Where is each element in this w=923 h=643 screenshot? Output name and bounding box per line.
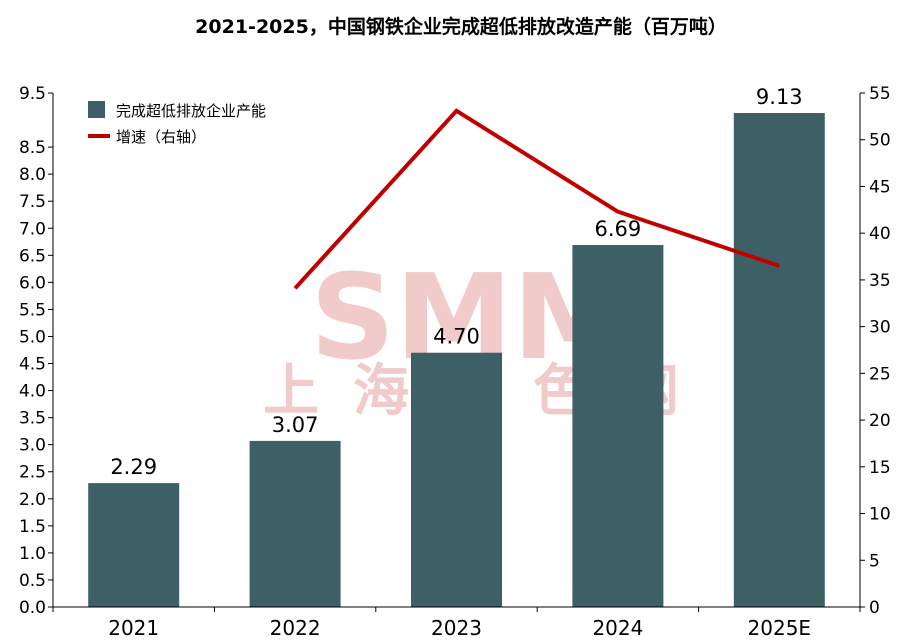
- x-tick-label-2025E: 2025E: [748, 616, 812, 640]
- left-tick-label: 3.5: [19, 409, 46, 429]
- left-tick-label: 5.5: [19, 300, 46, 320]
- right-tick-label: 5: [869, 551, 880, 571]
- left-tick-label: 8.0: [19, 165, 46, 185]
- legend-bar-swatch: [88, 101, 105, 118]
- right-tick-label: 30: [869, 318, 891, 338]
- x-tick-label-2023: 2023: [431, 616, 482, 640]
- left-tick-label: 8.5: [19, 138, 46, 158]
- bar-data-label-2023: 4.70: [433, 325, 480, 349]
- left-tick-label: 4.5: [19, 355, 46, 375]
- x-tick-label-2022: 2022: [270, 616, 321, 640]
- left-tick-label: 1.0: [19, 544, 46, 564]
- bar-series: [88, 113, 825, 608]
- left-tick-label: 6.0: [19, 273, 46, 293]
- right-tick-label: 20: [869, 411, 891, 431]
- left-tick-label: 0.0: [19, 598, 46, 618]
- left-tick-label: 9.5: [19, 84, 46, 104]
- x-tick-label-2021: 2021: [108, 616, 159, 640]
- left-tick-label: 1.5: [19, 517, 46, 537]
- left-tick-label: 2.5: [19, 463, 46, 483]
- right-axis-ticks: 0 5 10 15 20 25 30 35 40 45 50 55: [860, 84, 891, 618]
- legend-bar-label: 完成超低排放企业产能: [116, 102, 266, 120]
- bar-data-label-2021: 2.29: [110, 455, 157, 479]
- left-tick-label: 4.0: [19, 382, 46, 402]
- left-tick-label: 7.5: [19, 192, 46, 212]
- left-tick-label: 0.5: [19, 571, 46, 591]
- bar-2025E: [733, 113, 825, 607]
- right-tick-label: 25: [869, 364, 891, 384]
- left-tick-label: 5.0: [19, 327, 46, 347]
- right-tick-label: 40: [869, 224, 891, 244]
- bar-data-label-2022: 3.07: [272, 413, 319, 437]
- left-tick-label: 7.0: [19, 219, 46, 239]
- x-axis-ticks: 2021 2022 2023 2024 2025E: [52, 607, 861, 640]
- right-tick-label: 0: [869, 598, 880, 618]
- growth-line: [293, 108, 780, 290]
- bar-data-label-2025E: 9.13: [756, 85, 803, 109]
- left-axis-ticks: 0.0 0.5 1.0 1.5 2.0 2.5 3.0 3.5 4.0 4.5 5.0 5.5 6.0 6…: [19, 84, 53, 618]
- right-tick-label: 50: [869, 131, 891, 151]
- growth-line-series: [293, 108, 780, 290]
- bar-2021: [88, 483, 180, 607]
- right-tick-label: 15: [869, 458, 891, 478]
- axes: [52, 93, 861, 608]
- right-tick-label: 10: [869, 505, 891, 525]
- chart-title: 2021-2025，中国钢铁企业完成超低排放改造产能（百万吨）: [195, 15, 727, 38]
- right-tick-label: 55: [869, 84, 891, 104]
- bar-2022: [249, 440, 341, 607]
- left-tick-label: 2.0: [19, 490, 46, 510]
- bar-data-label-2024: 6.69: [595, 217, 642, 241]
- x-tick-label-2024: 2024: [592, 616, 643, 640]
- legend-line-label: 增速（右轴）: [116, 128, 206, 146]
- left-tick-label: 3.0: [19, 436, 46, 456]
- right-tick-label: 35: [869, 271, 891, 291]
- bar-2023: [411, 352, 502, 607]
- legend: 完成超低排放企业产能 增速（右轴）: [88, 101, 266, 146]
- left-tick-label: 6.5: [19, 246, 46, 266]
- bar-2024: [572, 245, 664, 608]
- bar-data-labels: 2.29 3.07 4.70 6.69 9.13: [110, 85, 802, 479]
- right-tick-label: 45: [869, 177, 891, 197]
